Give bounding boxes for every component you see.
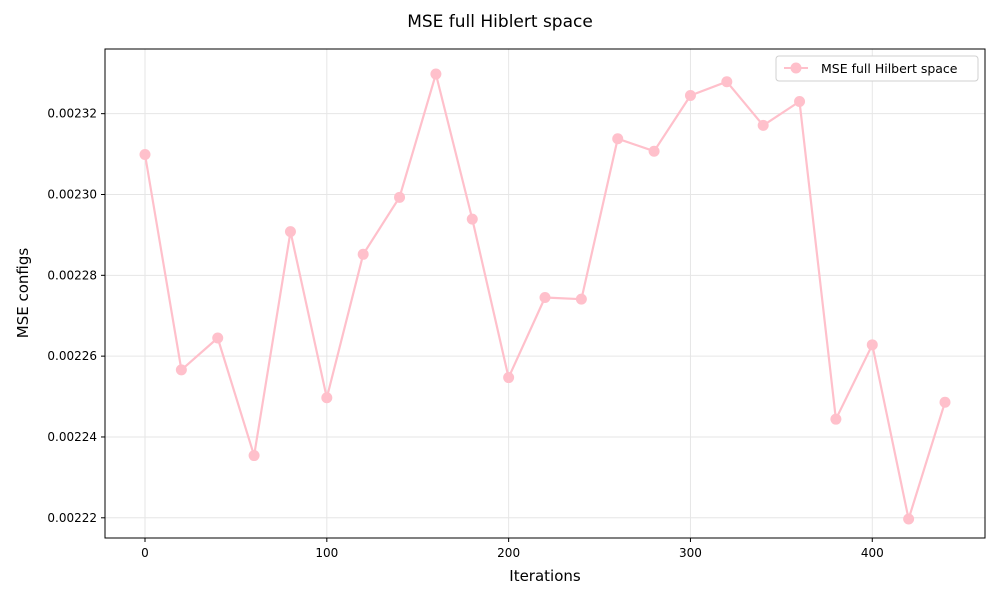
legend-box	[775, 55, 979, 82]
data-point	[175, 364, 187, 376]
data-point	[721, 76, 733, 88]
x-tick-label: 400	[861, 546, 884, 560]
data-point	[466, 213, 478, 225]
y-tick-label: 0.00228	[47, 268, 97, 282]
x-tick-label: 100	[315, 546, 338, 560]
data-point	[903, 513, 915, 525]
data-point	[757, 119, 769, 131]
data-point	[794, 96, 806, 108]
data-point	[394, 191, 406, 203]
grid	[105, 49, 985, 538]
data-point	[284, 226, 296, 238]
y-tick-label: 0.00232	[47, 107, 97, 121]
series-group	[139, 68, 951, 525]
data-point	[321, 392, 333, 404]
data-point	[830, 413, 842, 425]
data-point	[430, 68, 442, 80]
x-tick-label: 200	[497, 546, 520, 560]
legend: MSE full Hilbert space	[775, 55, 979, 82]
data-point	[575, 293, 587, 305]
y-tick-label: 0.00224	[47, 430, 97, 444]
y-axis-label: MSE configs	[14, 248, 32, 339]
y-tick-label: 0.00230	[47, 187, 97, 201]
x-tick-label: 0	[141, 546, 149, 560]
x-tick-label: 300	[679, 546, 702, 560]
data-point	[503, 372, 515, 384]
y-tick-label: 0.00222	[47, 511, 97, 525]
data-point	[248, 450, 260, 462]
ticks: 0 100 200 300 400 0.00222 0.00224 0.00226 0.0022…	[47, 107, 883, 560]
data-point	[939, 396, 951, 408]
chart-title: MSE full Hiblert space	[407, 12, 593, 32]
legend-label: MSE full Hilbert space	[821, 61, 958, 76]
y-tick-label: 0.00226	[47, 349, 97, 363]
data-point	[684, 89, 696, 101]
data-point	[612, 133, 624, 145]
plot-frame	[104, 48, 986, 539]
data-point	[648, 145, 660, 157]
legend-marker	[790, 62, 802, 74]
data-point	[357, 248, 369, 260]
data-point	[212, 332, 224, 344]
x-axis-label: Iterations	[509, 567, 581, 585]
data-point	[539, 292, 551, 304]
data-point	[139, 148, 151, 160]
data-point	[866, 339, 878, 351]
